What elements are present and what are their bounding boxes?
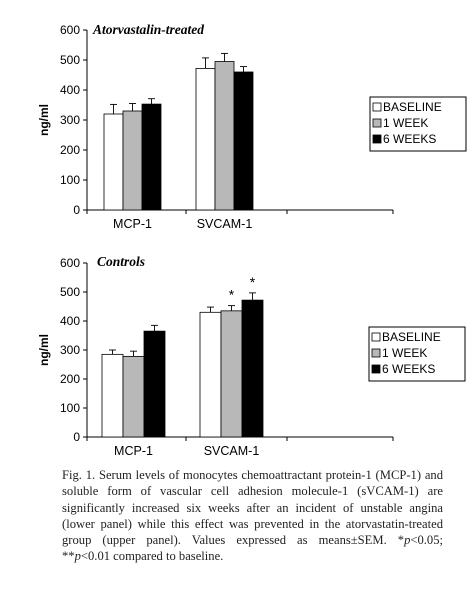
chart-title: Atorvastalin-treated bbox=[92, 22, 204, 37]
legend-swatch bbox=[372, 102, 382, 112]
y-axis-label: ng/ml bbox=[37, 104, 51, 136]
legend-swatch bbox=[372, 134, 382, 144]
figure: Atorvastalin-treated ng/ml 0 100 200 300 400 50… bbox=[37, 22, 467, 458]
caption-line: significantly increased six weeks after … bbox=[62, 500, 443, 515]
y-tick-label: 300 bbox=[60, 343, 80, 357]
y-tick-label: 400 bbox=[60, 314, 80, 328]
legend-swatch bbox=[371, 332, 381, 342]
y-tick-label: 200 bbox=[60, 372, 80, 386]
y-tick-label: 100 bbox=[60, 401, 80, 415]
legend: BASELINE 1 WEEK 6 WEEKS bbox=[369, 96, 467, 152]
legend-box bbox=[369, 96, 467, 152]
y-tick-label: 400 bbox=[60, 83, 80, 97]
caption-line: soluble form of vascular cell adhesion m… bbox=[62, 484, 443, 499]
legend-box bbox=[368, 326, 466, 382]
caption-line: group (upper panel). Values expressed as… bbox=[62, 533, 443, 548]
significance-marker: * bbox=[250, 274, 256, 290]
bar bbox=[241, 299, 264, 438]
caption-line: (lower panel) while this effect was prev… bbox=[62, 516, 443, 531]
y-tick-label: 500 bbox=[60, 53, 80, 67]
legend-label: 1 WEEK bbox=[382, 346, 427, 360]
chart-panel-1: Atorvastalin-treated ng/ml 0 100 200 300 400 50… bbox=[37, 22, 467, 231]
bar bbox=[143, 330, 166, 438]
chart-title: Controls bbox=[97, 254, 145, 269]
bar bbox=[141, 103, 162, 211]
bar bbox=[214, 61, 235, 211]
legend: BASELINE 1 WEEK 6 WEEKS bbox=[368, 326, 466, 382]
caption-line: Fig. 1. Serum levels of monocytes chemoa… bbox=[62, 468, 443, 482]
figure-caption: Fig. 1. Serum levels of monocytes chemoa… bbox=[62, 467, 443, 565]
chart-panel-2: Controls ng/ml 0 100 200 300 400 500 600 MCP-1 * * S… bbox=[37, 254, 466, 458]
bar bbox=[199, 311, 222, 438]
legend-swatch bbox=[371, 348, 381, 358]
x-tick-label: SVCAM-1 bbox=[197, 217, 253, 231]
y-tick-label: 300 bbox=[60, 113, 80, 127]
x-tick-label: MCP-1 bbox=[114, 444, 153, 458]
y-axis-label: ng/ml bbox=[37, 334, 51, 366]
bar bbox=[220, 310, 243, 438]
bar bbox=[233, 71, 254, 211]
x-tick-label: SVCAM-1 bbox=[204, 444, 260, 458]
legend-swatch bbox=[371, 364, 381, 374]
y-tick-label: 600 bbox=[60, 256, 80, 270]
x-tick-label: MCP-1 bbox=[113, 217, 152, 231]
bar bbox=[103, 113, 124, 211]
y-tick-label: 500 bbox=[60, 285, 80, 299]
bar bbox=[195, 68, 216, 211]
legend-label: 1 WEEK bbox=[383, 116, 428, 130]
caption-line: **p<0.01 compared to baseline. bbox=[62, 549, 224, 564]
bar bbox=[122, 110, 143, 211]
legend-label: 6 WEEKS bbox=[383, 132, 436, 146]
y-tick-label: 100 bbox=[60, 173, 80, 187]
bar bbox=[122, 355, 145, 438]
y-tick-label: 200 bbox=[60, 143, 80, 157]
y-tick-label: 600 bbox=[60, 23, 80, 37]
y-tick-label: 0 bbox=[73, 203, 80, 217]
legend-label: BASELINE bbox=[382, 330, 441, 344]
legend-swatch bbox=[372, 118, 382, 128]
significance-marker: * bbox=[229, 287, 235, 303]
bar bbox=[101, 353, 124, 438]
legend-label: BASELINE bbox=[383, 100, 442, 114]
legend-label: 6 WEEKS bbox=[382, 362, 435, 376]
y-tick-label: 0 bbox=[73, 430, 80, 444]
